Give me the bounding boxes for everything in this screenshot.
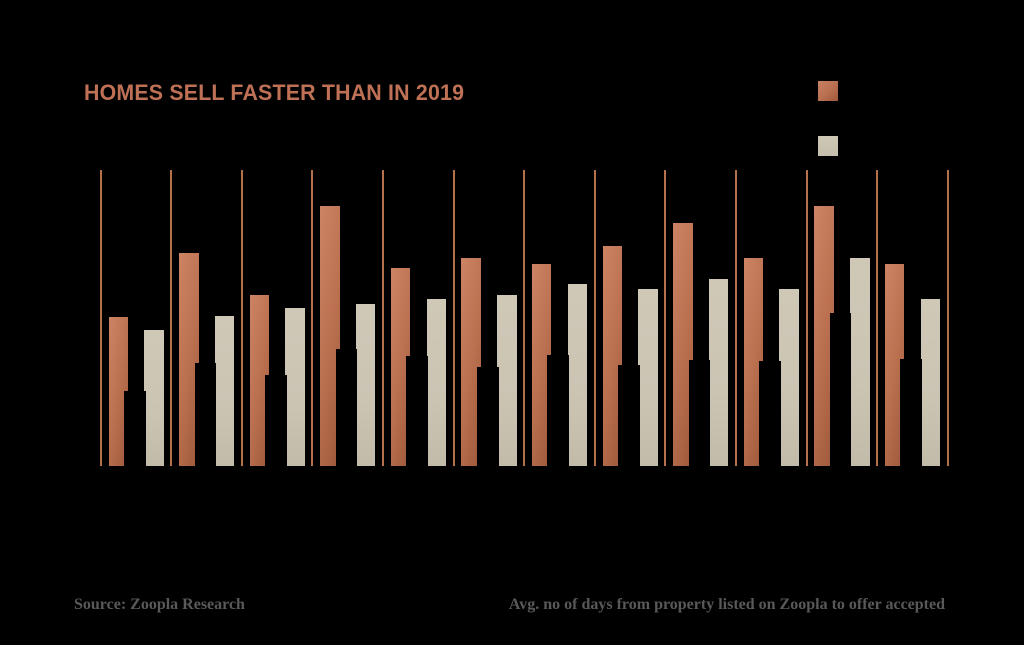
bar-terracotta-8 — [602, 246, 623, 466]
bar-beige-8 — [638, 289, 658, 466]
bar-terracotta-3 — [249, 295, 270, 466]
chart-gridline — [734, 170, 737, 466]
bar-beige-4 — [355, 304, 376, 466]
bar-dark-3 — [265, 375, 287, 466]
bar-dark-7 — [547, 355, 570, 466]
chart-gridline — [946, 170, 949, 466]
bar-beige-1 — [144, 330, 164, 466]
bar-beige-12 — [920, 299, 941, 466]
bar-dark-1 — [124, 391, 146, 466]
chart-gridline — [382, 170, 385, 466]
chart-gridline — [311, 170, 314, 466]
bar-beige-9 — [708, 279, 729, 466]
bar-terracotta-7 — [531, 264, 552, 466]
chart-gridline — [452, 170, 455, 466]
bar-beige-2 — [214, 316, 235, 466]
bar-terracotta-6 — [461, 258, 481, 466]
bar-terracotta-12 — [884, 264, 905, 466]
bar-dark-9 — [688, 360, 711, 466]
source-note: Source: Zoopla Research — [74, 596, 245, 613]
bar-dark-2 — [194, 363, 217, 466]
bar-beige-7 — [567, 284, 588, 466]
axis-caption: Avg. no of days from property listed on … — [508, 596, 945, 613]
bar-dark-11 — [829, 313, 852, 466]
legend-swatch-beige — [818, 136, 838, 156]
bar-dark-6 — [476, 367, 499, 466]
bar-beige-11 — [850, 258, 870, 466]
chart-gridline — [240, 170, 243, 466]
chart-title: HOMES SELL FASTER THAN IN 2019 — [84, 80, 465, 105]
bar-terracotta-10 — [743, 258, 764, 466]
bar-beige-10 — [779, 289, 799, 466]
chart-gridline — [664, 170, 667, 466]
chart-gridline — [805, 170, 808, 466]
chart-gridline — [523, 170, 526, 466]
chart-gridline — [876, 170, 879, 466]
bar-terracotta-1 — [108, 317, 128, 466]
chart-gridline — [99, 170, 102, 466]
bar-beige-6 — [497, 295, 517, 466]
bar-dark-4 — [335, 349, 358, 466]
bar-dark-10 — [759, 361, 781, 466]
bar-terracotta-9 — [673, 223, 693, 466]
bar-dark-5 — [406, 356, 428, 466]
bar-terracotta-4 — [320, 206, 340, 466]
bar-dark-12 — [900, 359, 923, 466]
bar-beige-3 — [285, 308, 305, 466]
bar-beige-5 — [426, 299, 447, 466]
bar-terracotta-11 — [814, 206, 834, 466]
bar-terracotta-5 — [390, 268, 411, 466]
chart-gridline — [593, 170, 596, 466]
chart-gridline — [170, 170, 173, 466]
legend-swatch-terracotta — [818, 81, 838, 101]
bar-dark-8 — [618, 365, 640, 466]
legend — [818, 81, 840, 157]
bar-terracotta-2 — [179, 253, 199, 466]
